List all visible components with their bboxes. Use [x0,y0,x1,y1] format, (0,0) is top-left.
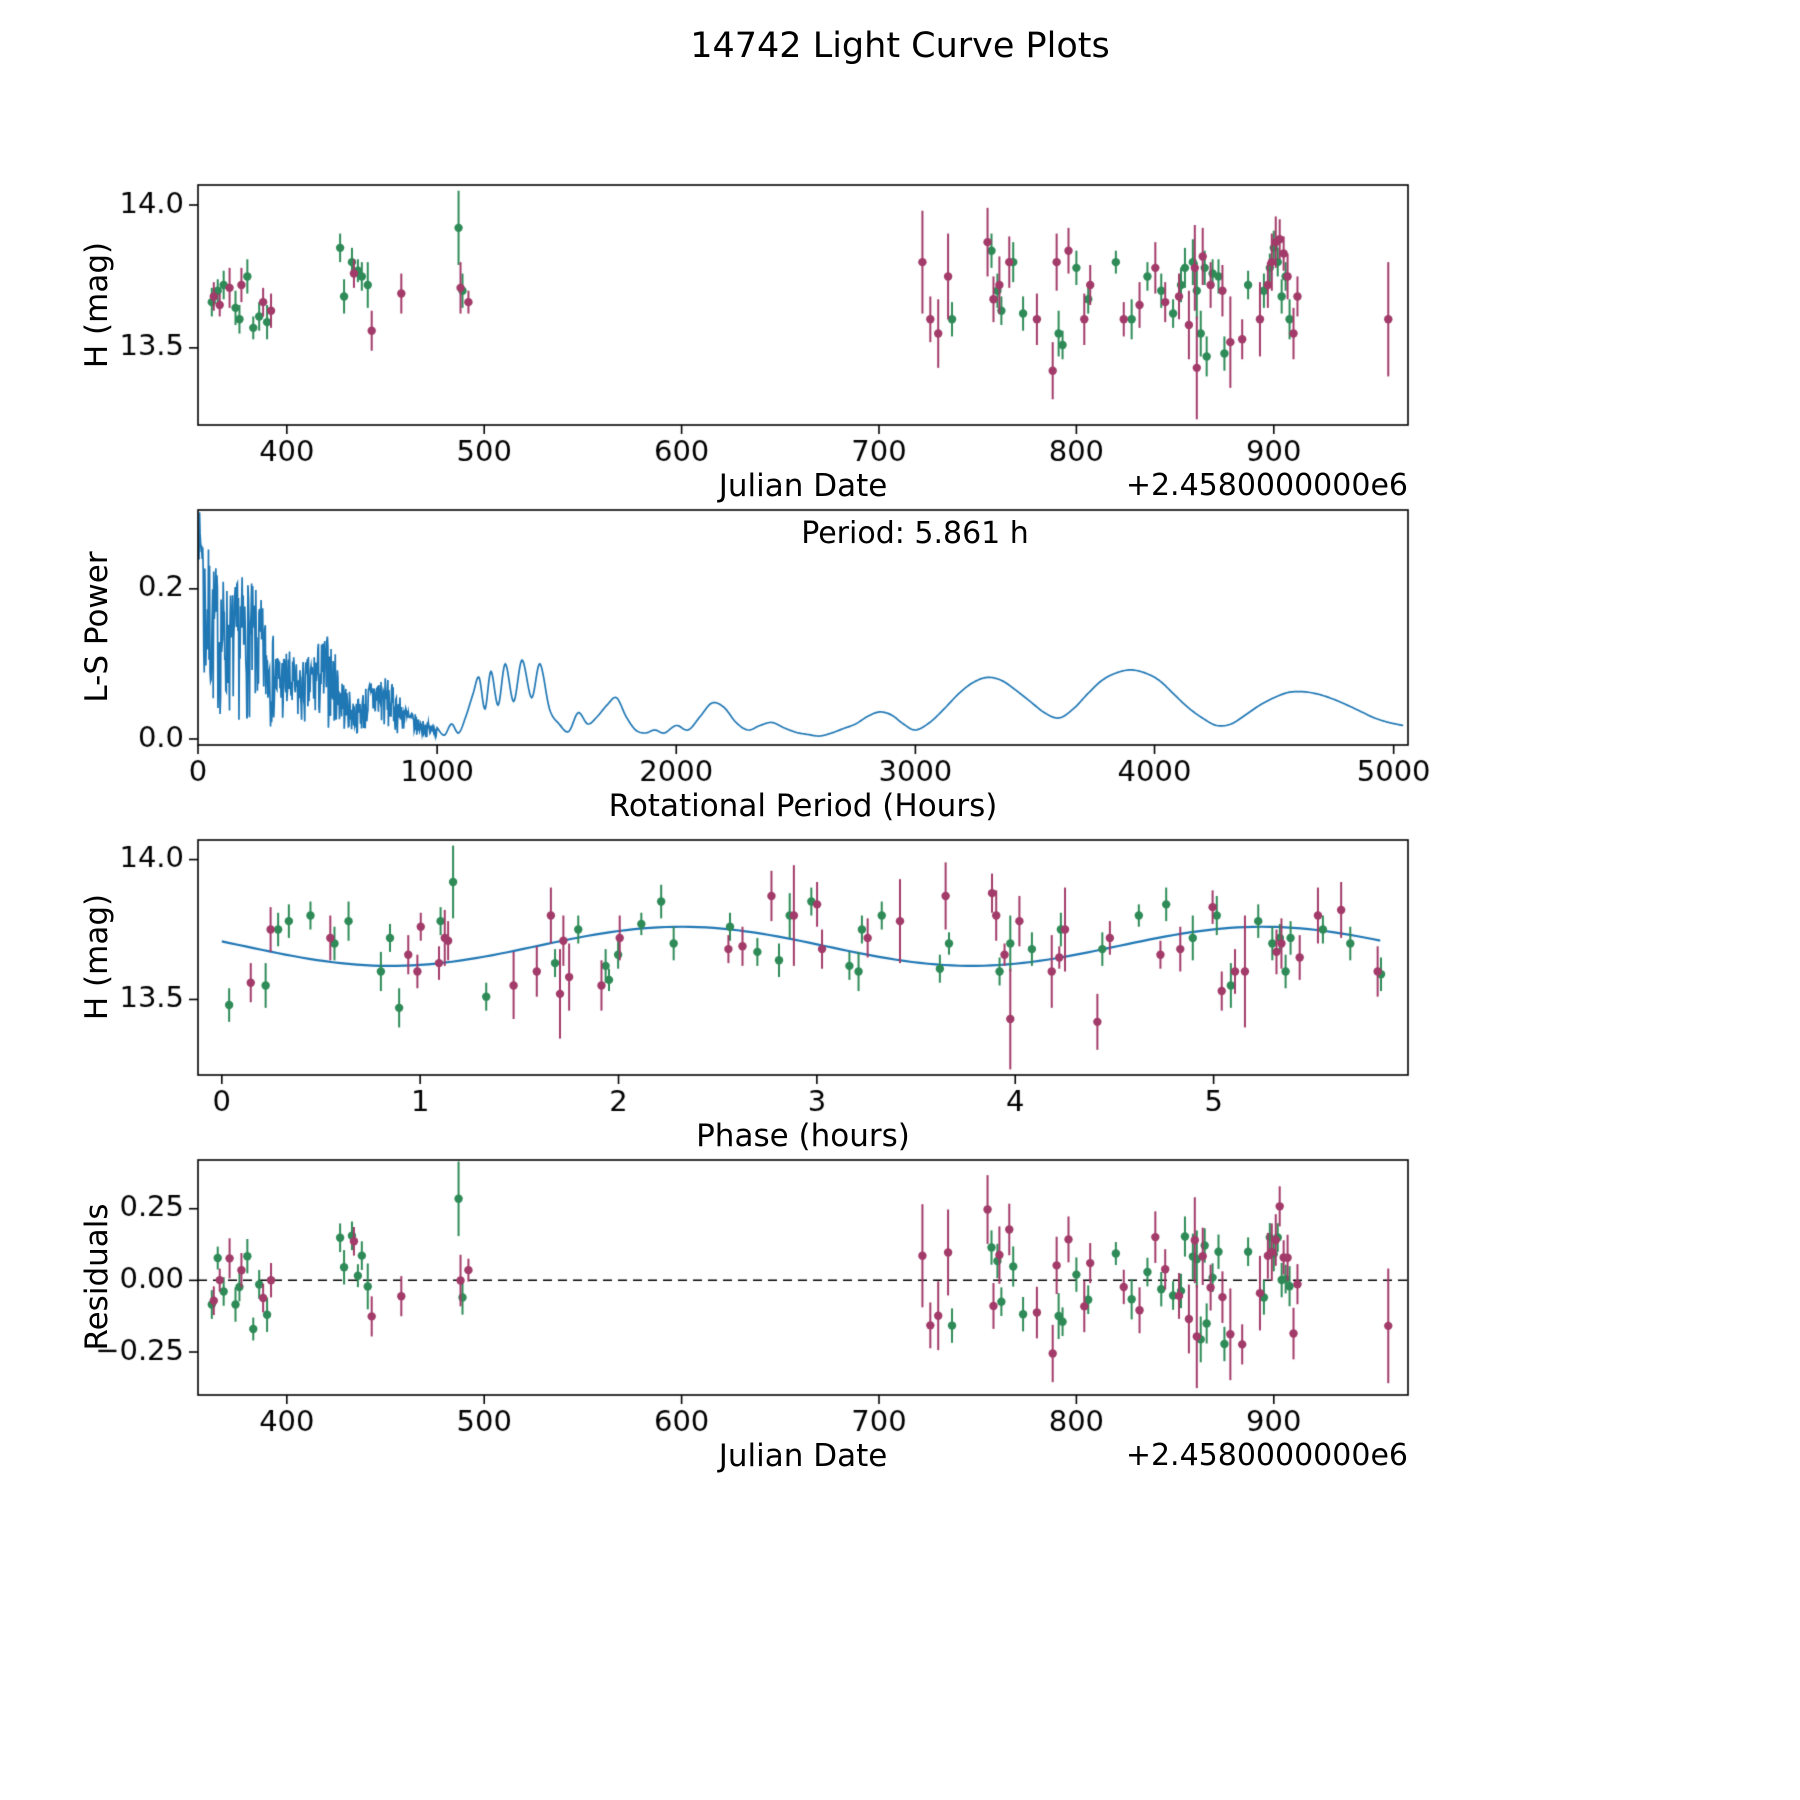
axis-label-rotational-period: Rotational Period (Hours) [608,788,998,824]
axis-label-h-mag-phase: H (mag) [79,893,115,1021]
axis-offset-bottom: +2.4580000000e6 [1125,1438,1408,1473]
axis-offset-top: +2.4580000000e6 [1125,468,1408,503]
axis-label-h-mag-top: H (mag) [79,241,115,369]
axis-label-phase-hours: Phase (hours) [696,1118,910,1154]
axis-label-residuals: Residuals [79,1203,115,1351]
axis-label-julian-date-top: Julian Date [718,468,888,504]
axis-label-julian-date-bottom: Julian Date [718,1438,888,1474]
period-annotation: Period: 5.861 h [801,516,1029,551]
figure-title: 14742 Light Curve Plots [690,26,1110,66]
axis-label-ls-power: L-S Power [79,551,115,703]
